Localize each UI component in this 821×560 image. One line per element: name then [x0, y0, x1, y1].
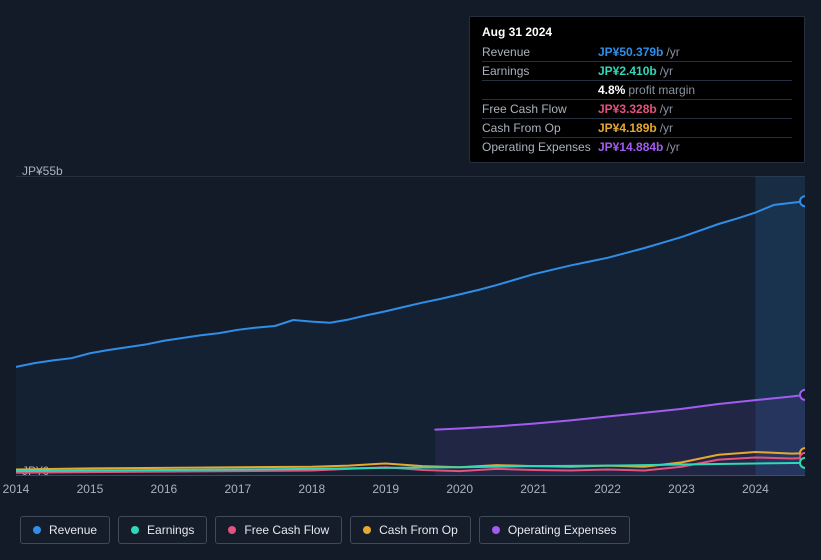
- financials-chart: Aug 31 2024 RevenueJP¥50.379b/yrEarnings…: [0, 0, 821, 560]
- x-axis-labels: 2014201520162017201820192020202120222023…: [16, 482, 805, 502]
- tooltip-date: Aug 31 2024: [482, 25, 792, 39]
- tooltip-row-suffix: /yr: [660, 121, 673, 135]
- tooltip-row-label: Free Cash Flow: [482, 102, 598, 116]
- legend-dot-icon: [228, 526, 236, 534]
- legend-label: Operating Expenses: [508, 523, 617, 537]
- x-axis-label: 2019: [372, 482, 399, 496]
- legend: Revenue Earnings Free Cash Flow Cash From O…: [20, 516, 630, 544]
- tooltip-row-label: Revenue: [482, 45, 598, 59]
- x-axis-label: 2018: [298, 482, 325, 496]
- tooltip-row: EarningsJP¥2.410b/yr: [482, 61, 792, 80]
- legend-label: Revenue: [49, 523, 97, 537]
- tooltip-row-suffix: /yr: [660, 102, 673, 116]
- legend-label: Earnings: [147, 523, 194, 537]
- legend-item[interactable]: Revenue: [20, 516, 110, 544]
- tooltip-row-suffix: /yr: [666, 45, 679, 59]
- x-axis-label: 2024: [742, 482, 769, 496]
- hover-tooltip: Aug 31 2024 RevenueJP¥50.379b/yrEarnings…: [469, 16, 805, 163]
- legend-item[interactable]: Operating Expenses: [479, 516, 630, 544]
- legend-label: Cash From Op: [379, 523, 458, 537]
- tooltip-row: RevenueJP¥50.379b/yr: [482, 43, 792, 61]
- tooltip-row-suffix: /yr: [666, 140, 679, 154]
- tooltip-row-value: JP¥4.189b: [598, 121, 657, 135]
- plot-area[interactable]: [16, 176, 805, 476]
- tooltip-row-suffix: profit margin: [628, 83, 695, 97]
- tooltip-row-label: Cash From Op: [482, 121, 598, 135]
- tooltip-row-value: JP¥14.884b: [598, 140, 663, 154]
- x-axis-label: 2017: [224, 482, 251, 496]
- legend-item[interactable]: Cash From Op: [350, 516, 471, 544]
- x-axis-label: 2015: [77, 482, 104, 496]
- legend-dot-icon: [363, 526, 371, 534]
- x-axis-label: 2014: [3, 482, 30, 496]
- x-axis-label: 2023: [668, 482, 695, 496]
- tooltip-row-value: JP¥3.328b: [598, 102, 657, 116]
- tooltip-row-value: JP¥2.410b: [598, 64, 657, 78]
- tooltip-row: 4.8%profit margin: [482, 80, 792, 99]
- legend-dot-icon: [131, 526, 139, 534]
- x-axis-label: 2021: [520, 482, 547, 496]
- tooltip-row-value: JP¥50.379b: [598, 45, 663, 59]
- legend-dot-icon: [492, 526, 500, 534]
- legend-dot-icon: [33, 526, 41, 534]
- tooltip-row-label: Operating Expenses: [482, 140, 598, 154]
- tooltip-row-suffix: /yr: [660, 64, 673, 78]
- tooltip-row-value: 4.8%: [598, 83, 625, 97]
- x-axis-label: 2022: [594, 482, 621, 496]
- legend-item[interactable]: Earnings: [118, 516, 207, 544]
- tooltip-row-label: [482, 83, 598, 97]
- tooltip-row: Operating ExpensesJP¥14.884b/yr: [482, 137, 792, 156]
- x-axis-label: 2020: [446, 482, 473, 496]
- x-axis-label: 2016: [151, 482, 178, 496]
- tooltip-row-label: Earnings: [482, 64, 598, 78]
- legend-label: Free Cash Flow: [244, 523, 329, 537]
- legend-item[interactable]: Free Cash Flow: [215, 516, 342, 544]
- tooltip-row: Cash From OpJP¥4.189b/yr: [482, 118, 792, 137]
- tooltip-row: Free Cash FlowJP¥3.328b/yr: [482, 99, 792, 118]
